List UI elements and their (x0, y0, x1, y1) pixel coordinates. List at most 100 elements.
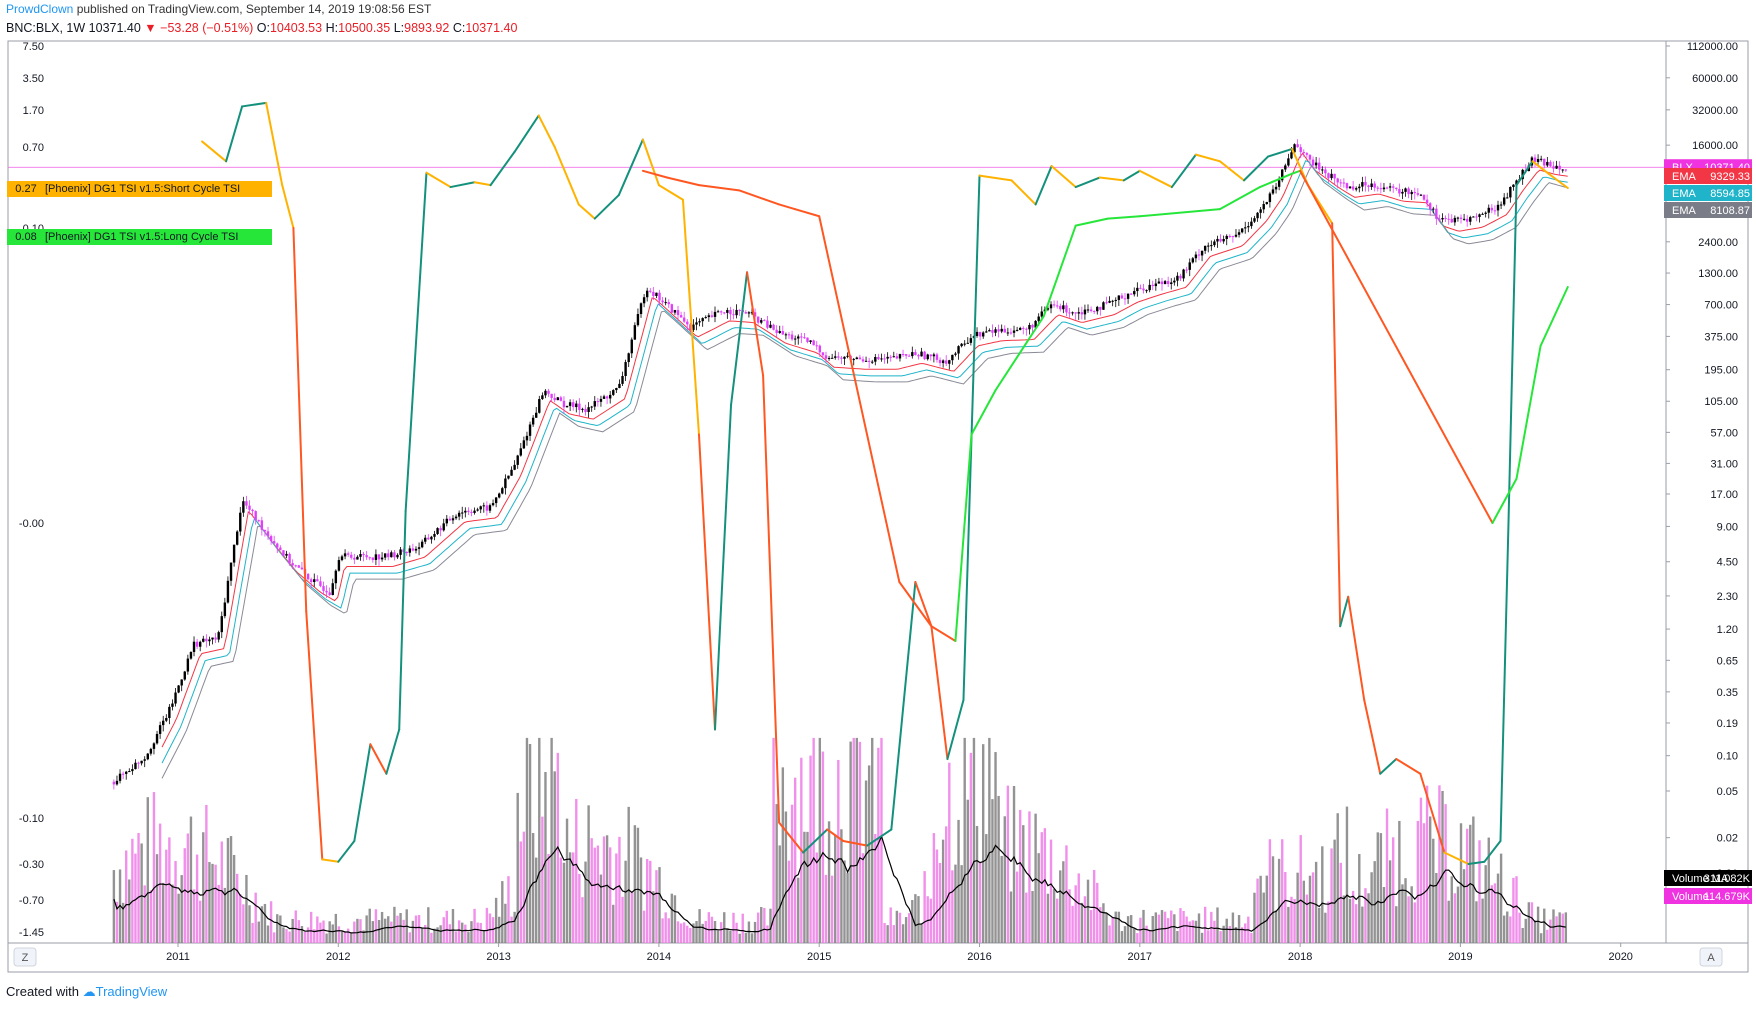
volume-bar (824, 874, 828, 943)
candle-body (948, 360, 951, 364)
candle-body (251, 509, 254, 512)
candle-body (242, 501, 245, 513)
volume-bar (679, 923, 683, 943)
x-axis: 2011 2012 2013 2014 2015 2016 2017 2018 2019 2020 (166, 943, 1633, 963)
candle-body (1207, 245, 1210, 247)
left-axis: 7.503.501.700.700.270.10-0.00-0.10-0.30-… (19, 41, 44, 939)
volume-bar (1151, 915, 1154, 943)
volume-bar (1129, 915, 1133, 943)
volume-bar (975, 826, 979, 943)
candle-body (969, 338, 973, 343)
volume-bar (1194, 920, 1198, 943)
x-tick-label: 2016 (967, 951, 991, 963)
volume-bar (1549, 919, 1552, 943)
volume-bar (880, 737, 883, 943)
volume-ma-tag-name: Volume MA (1672, 873, 1729, 885)
volume-bar (1052, 888, 1056, 943)
candle-body (390, 552, 393, 558)
volume-bar (1089, 910, 1093, 943)
chart-frame (7, 40, 1749, 973)
candle-body (1240, 228, 1244, 233)
candle-body (627, 353, 630, 363)
author-link[interactable]: ProwdClown (6, 2, 74, 16)
volume-bar (350, 932, 353, 943)
volume-bar (1308, 875, 1312, 943)
candle-body (630, 339, 633, 354)
right-tick-label: 0.05 (1717, 786, 1738, 798)
tradingview-brand[interactable]: TradingView (95, 984, 168, 999)
candle-body (476, 509, 479, 511)
volume-bar (229, 836, 233, 943)
candle-body (1225, 235, 1228, 240)
volume-bar (467, 932, 470, 943)
candle-body (1142, 288, 1145, 291)
volume-bar (498, 916, 501, 943)
volume-bar (673, 895, 677, 943)
volume-bar (387, 916, 390, 943)
tsi-short-segment (1507, 184, 1518, 524)
volume-bar (1416, 820, 1420, 943)
volume-bar (988, 737, 991, 943)
volume-bar (1459, 823, 1463, 943)
volume-bar (837, 759, 840, 943)
candle-body (655, 292, 658, 296)
volume-bar (1327, 901, 1330, 943)
tsi-long-segment (1539, 286, 1569, 347)
long-tsi-label[interactable]: 0.08 [Phoenix] DG1 TSI v1.5:Long Cycle TS… (7, 229, 272, 245)
candle-body (840, 357, 843, 359)
volume-bar (1059, 870, 1062, 943)
volume-bar (1490, 885, 1494, 943)
candle-body (1481, 213, 1484, 215)
volume-bar (664, 912, 667, 943)
candle-body (945, 360, 948, 364)
volume-bar (1367, 893, 1370, 943)
volume-bar (1364, 888, 1367, 943)
candle-body (1447, 218, 1450, 220)
volume-bar (516, 792, 519, 943)
candle-body (498, 493, 501, 498)
volume-bar (642, 910, 646, 943)
tsi-short-segment (778, 821, 805, 854)
volume-bar (232, 854, 236, 943)
volume-bar (726, 928, 729, 943)
volume-bar (732, 912, 735, 943)
short-tsi-label[interactable]: 0.27 [Phoenix] DG1 TSI v1.5:Short Cycle T… (7, 181, 272, 197)
candle-body (1018, 327, 1022, 330)
volume-bar (1462, 869, 1466, 943)
tsi-short-segment (292, 227, 308, 613)
tsi-long-segment (930, 625, 957, 642)
candle-body (679, 315, 683, 318)
right-tick-label: 0.65 (1717, 655, 1738, 667)
volume-bar (214, 864, 217, 943)
volume-bar (707, 912, 711, 943)
candle-body (1367, 185, 1370, 188)
right-tick-label: 375.00 (1704, 331, 1738, 343)
candle-body (445, 518, 449, 524)
volume-bar (177, 893, 180, 943)
candle-body (393, 552, 396, 558)
candle-body (162, 720, 165, 726)
volume-bar (698, 909, 701, 943)
symbol-interval[interactable]: BNC:BLX, 1W (6, 21, 86, 35)
volume-bar (1012, 785, 1016, 943)
volume-bar (565, 818, 569, 943)
tsi-long-segment (1074, 217, 1109, 227)
candle-body (908, 355, 911, 357)
volume-bar (978, 861, 982, 943)
volume-bar (750, 933, 754, 943)
candle-body (180, 679, 183, 686)
right-tick-label: 4.50 (1717, 557, 1738, 569)
volume-bar (137, 832, 140, 943)
volume-bar (411, 920, 415, 943)
candle-body (1299, 147, 1302, 153)
candle-body (285, 553, 288, 556)
candle-body (618, 383, 621, 389)
candle-body (467, 510, 470, 512)
volume-bar (553, 771, 556, 943)
candle-body (837, 356, 840, 358)
publish-header: ProwdClown published on TradingView.com,… (6, 2, 431, 16)
volume-bar (639, 857, 643, 943)
candle-body (1247, 226, 1250, 228)
volume-bar (242, 904, 245, 943)
